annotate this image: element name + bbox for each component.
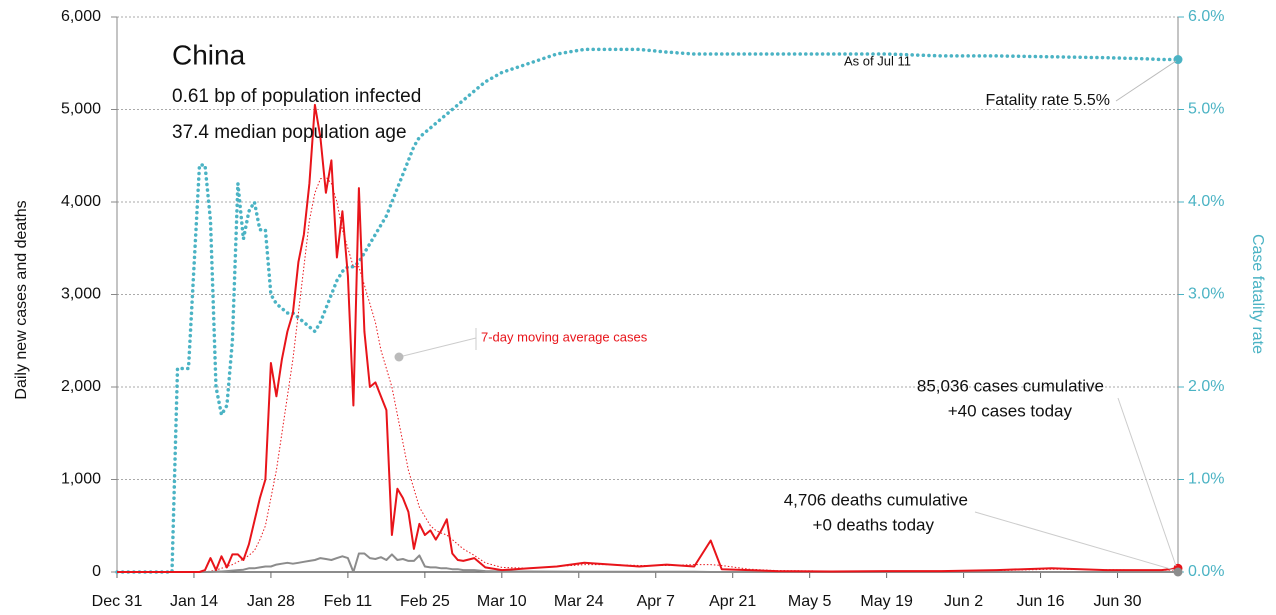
y-tick-label: 6,000 [61,8,101,25]
x-tick-label: Apr 7 [637,593,675,610]
leader [1117,397,1177,567]
chart-title: China [172,39,246,70]
annotation: 7-day moving average cases [481,329,648,344]
y2-tick-label: 4.0% [1188,193,1224,210]
annotation: 0.61 bp of population infected [172,86,421,107]
x-tick-label: Feb 11 [324,593,373,610]
leader [974,511,1175,571]
y-tick-label: 5,000 [61,101,101,118]
annotation: 37.4 median population age [172,122,407,143]
end-dot [1173,55,1183,65]
x-tick-label: Jun 16 [1017,593,1065,610]
y2-tick-label: 3.0% [1188,286,1224,303]
y2-tick-label: 0.0% [1188,563,1224,580]
leader-dot [394,352,404,362]
y2-tick-label: 2.0% [1188,378,1224,395]
leader [1115,60,1177,102]
x-tick-label: Jan 14 [170,593,218,610]
y-tick-label: 0 [92,563,101,580]
y2-axis-label: Case fatality rate [1249,234,1266,354]
x-tick-label: Jan 28 [247,593,295,610]
x-tick-label: Jun 30 [1094,593,1142,610]
leader [398,337,477,358]
x-tick-label: Feb 25 [400,593,450,610]
y-tick-label: 3,000 [61,286,101,303]
y-tick-label: 4,000 [61,193,101,210]
annotation: 4,706 deaths cumulative [784,490,968,509]
y2-tick-label: 6.0% [1188,8,1224,25]
annotation: 85,036 cases cumulative [917,376,1104,395]
y-tick-label: 2,000 [61,378,101,395]
annotation: +0 deaths today [813,515,935,534]
annotation: As of Jul 11 [844,53,911,68]
y-tick-label: 1,000 [61,471,101,488]
x-tick-label: Dec 31 [92,593,143,610]
y2-tick-label: 5.0% [1188,101,1224,118]
end-dot [1173,567,1183,577]
y-axis-label: Daily new cases and deaths [13,200,30,399]
series-line [117,103,1179,573]
x-tick-label: May 19 [860,593,913,610]
x-tick-label: Jun 2 [944,593,983,610]
annotation: Fatality rate 5.5% [986,92,1111,109]
x-tick-label: Apr 21 [709,593,756,610]
series-line [115,47,1180,574]
x-tick-label: Mar 24 [554,593,604,610]
series-line [117,176,1178,573]
y2-tick-label: 1.0% [1188,471,1224,488]
annotation: +40 cases today [948,401,1073,420]
series-line [117,552,1178,573]
x-tick-label: Mar 10 [477,593,527,610]
x-tick-label: May 5 [788,593,832,610]
